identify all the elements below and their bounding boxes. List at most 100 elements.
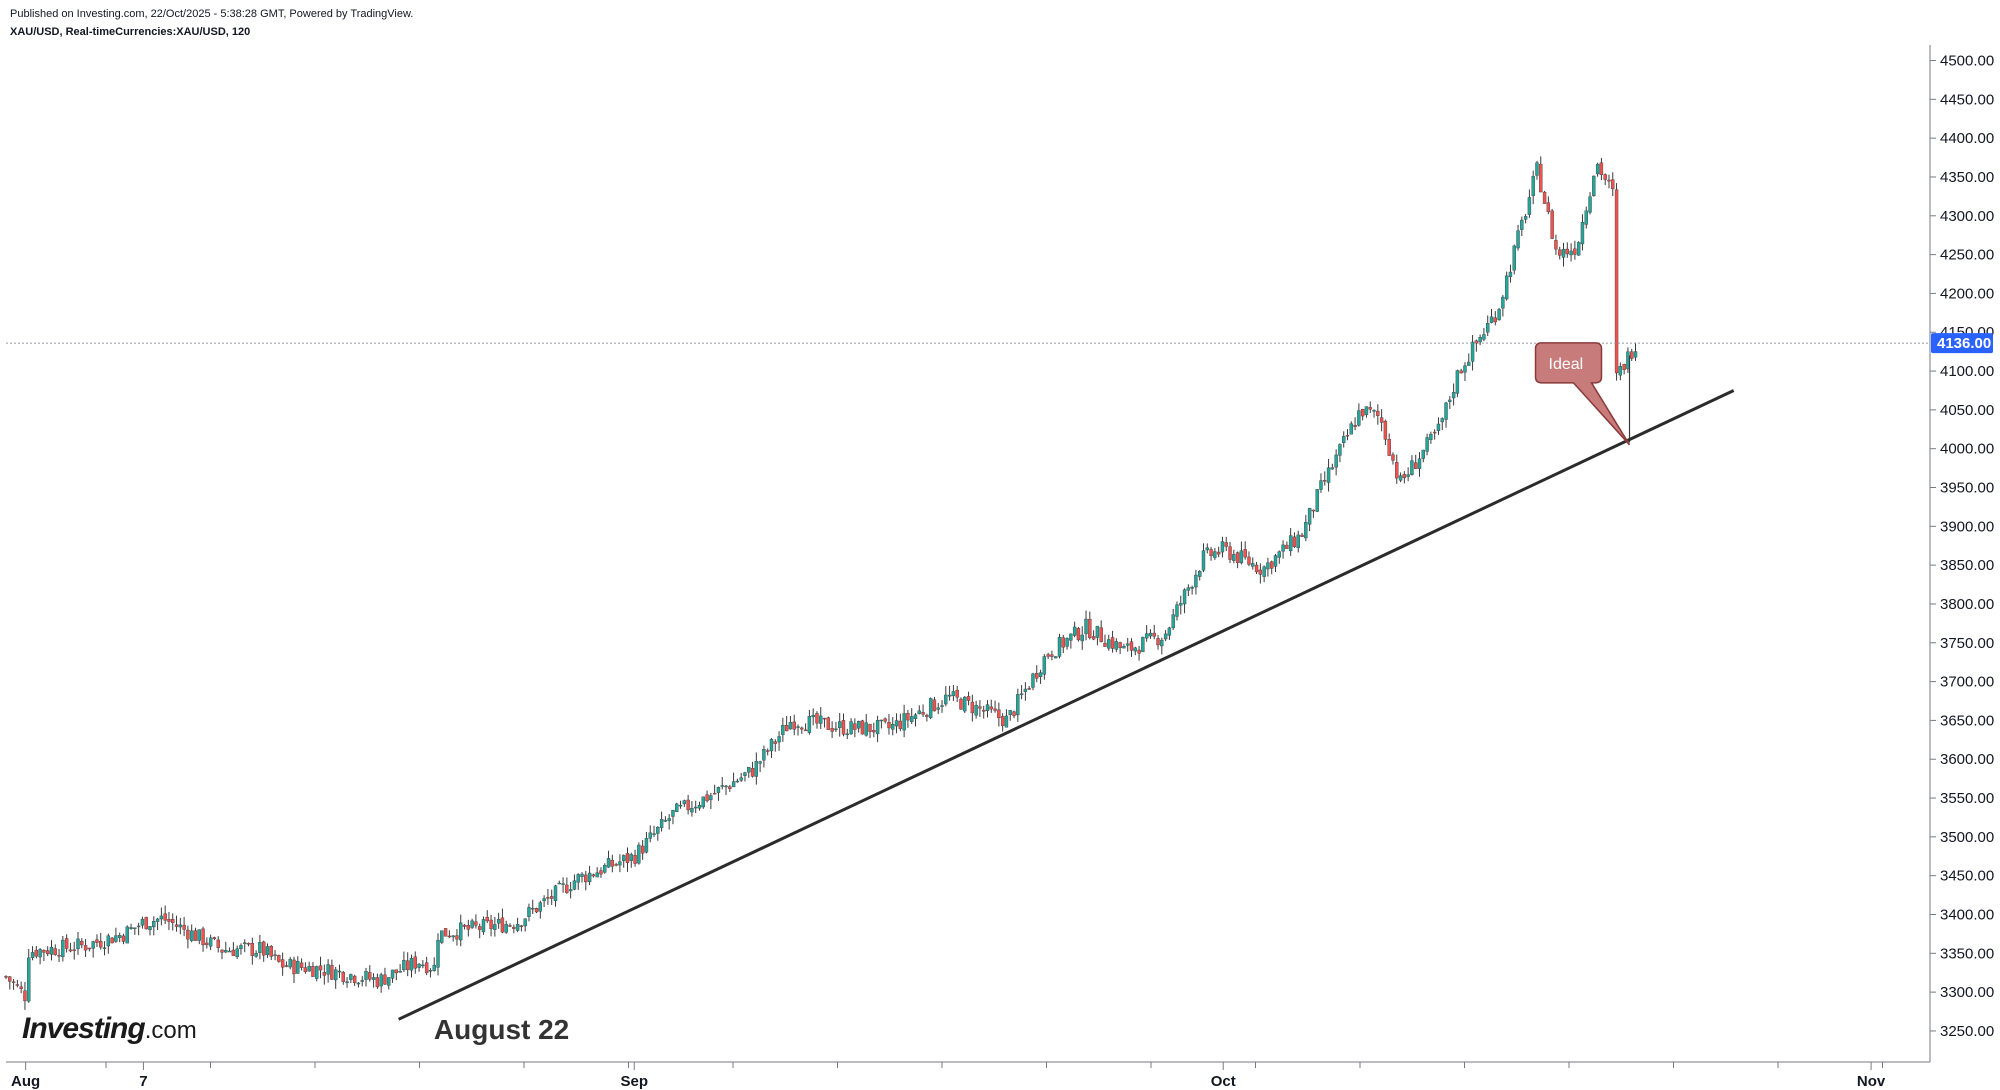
candle-body [500,917,505,933]
candle-body [1292,536,1297,547]
candle-body [1228,546,1232,560]
candle-body [227,950,232,953]
candle-body [235,948,239,958]
candle-body [1391,454,1395,461]
candle-body [341,972,345,982]
candle-body [1300,534,1304,537]
y-tick-label: 3650.00 [1940,712,1994,729]
candle-body [57,955,61,957]
candle-body [1421,449,1425,459]
candle-body [781,725,785,735]
candle-body [27,957,31,1002]
candle-body [76,938,80,950]
candle-body [584,874,588,883]
x-tick-label: Oct [1211,1073,1236,1090]
candle-body [731,781,736,788]
candle-body [95,939,99,943]
candle-body [1539,163,1543,193]
candle-body [178,924,183,928]
candle-body [1595,163,1600,175]
candle-body [951,691,956,697]
candle-body [1141,637,1145,653]
candle-body [409,957,414,971]
candle-body [1110,637,1115,649]
investing-logo: Investing.com [22,1012,197,1045]
candle-body [735,780,740,783]
candle-body [758,761,762,764]
candle-body [375,977,380,988]
candle-body [1497,309,1501,321]
candle-body [1251,563,1255,567]
candle-body [716,787,721,793]
candle-body [637,844,641,864]
candle-body [963,696,967,712]
candle-body [826,717,831,730]
candle-body [1076,628,1081,641]
candle-body [466,925,471,930]
candle-body [603,865,607,873]
candle-body [1444,402,1448,420]
candle-body [1580,222,1585,245]
candle-body [1152,632,1156,637]
y-tick-label: 3400.00 [1940,906,1994,923]
candle-body [656,826,660,834]
candle-body [273,954,277,957]
y-tick-label: 4500.00 [1940,53,1994,70]
candle-body [1440,418,1444,423]
candle-body [1224,542,1228,547]
x-tick-label: Nov [1857,1073,1886,1090]
y-tick-label: 3500.00 [1940,829,1994,846]
candle-body [1194,574,1198,588]
candle-body [459,922,463,941]
candle-body [53,948,57,956]
candle-body [557,882,561,885]
candle-body [1618,365,1623,376]
y-tick-label: 3850.00 [1940,557,1994,574]
candle-body [1084,618,1088,635]
candle-body [883,718,887,722]
candle-body [1614,189,1619,374]
candle-body [424,962,429,974]
candle-body [269,945,273,957]
candle-body [193,930,198,941]
candle-body [265,946,270,955]
candle-body [944,694,948,705]
candle-body [1448,399,1452,402]
candle-body [311,966,315,977]
candle-body [307,966,311,972]
candle-body [1179,603,1183,606]
candle-body [360,980,364,982]
candle-body [966,696,971,701]
candle-body [682,800,687,805]
candle-body [800,727,804,730]
candle-body [1266,562,1270,570]
candle-body [1330,467,1335,470]
candle-body [1307,507,1312,525]
candle-body [15,984,20,986]
candle-body [481,919,486,933]
candle-body [978,706,982,709]
candle-body [72,949,76,952]
candle-body [902,713,906,731]
candle-body [436,939,440,968]
candle-body [413,956,417,969]
candle-body [352,975,357,984]
candle-body [1349,423,1353,435]
candle-body [1486,322,1490,333]
candle-body [1239,550,1244,564]
candle-body [121,935,126,942]
candle-body [1542,191,1547,204]
trendline[interactable] [398,389,1735,1021]
candle-body [61,939,65,957]
candle-body [496,918,501,924]
candle-body [879,719,884,722]
candle-body [1281,544,1285,552]
candle-body [1414,462,1418,469]
candle-body [512,926,516,929]
y-tick-label: 3300.00 [1940,984,1994,1001]
candle-body [841,720,846,735]
y-tick-label: 3900.00 [1940,518,1994,535]
candle-body [1550,210,1554,239]
candle-body [1561,248,1566,258]
